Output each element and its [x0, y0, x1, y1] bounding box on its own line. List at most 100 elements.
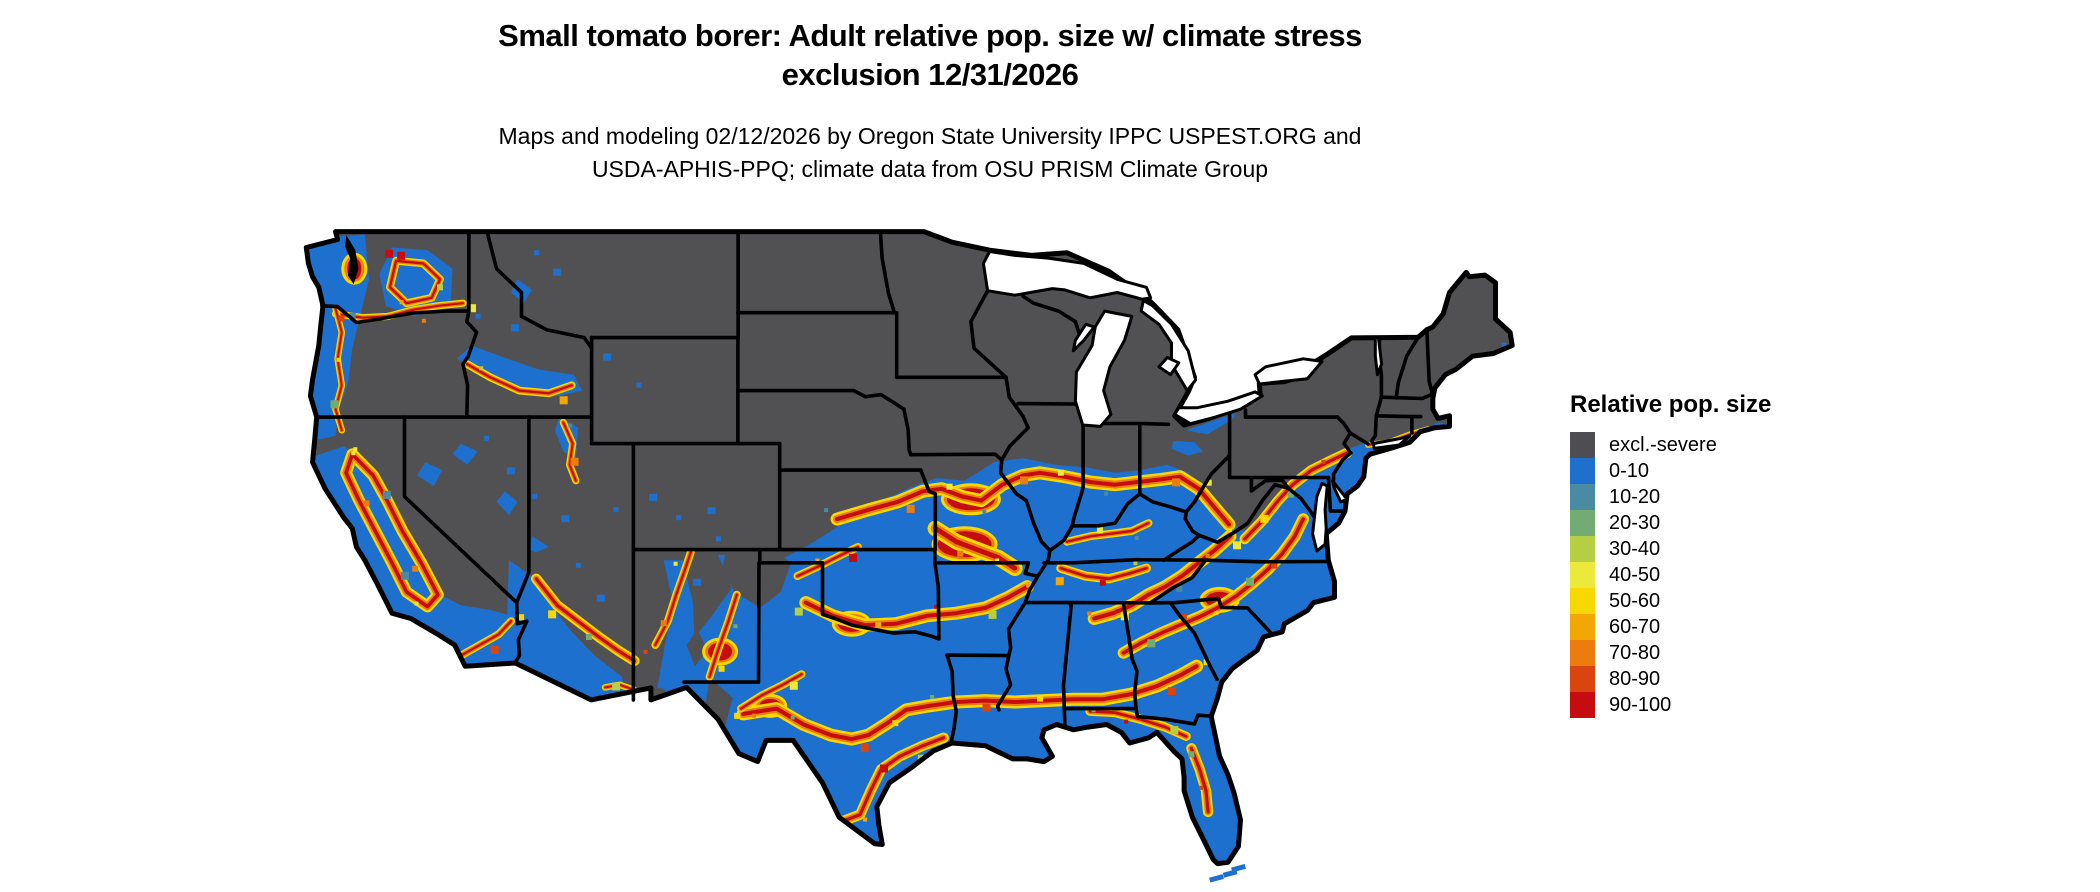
map-speckle — [982, 703, 991, 712]
state-border — [1096, 421, 1171, 427]
map-speckle — [1133, 561, 1138, 566]
map-speckle-blue — [603, 353, 611, 361]
state-border — [933, 547, 941, 641]
map-speckle — [585, 634, 592, 640]
legend-items: excl.-severe 0-10 10-20 20-30 30-40 40-50 50-6… — [1570, 432, 1870, 718]
state-border — [945, 653, 1009, 658]
map-speckle — [995, 558, 1000, 563]
map-speckle — [1167, 687, 1176, 696]
map-speckle — [982, 509, 987, 514]
state-border — [1048, 453, 1232, 553]
legend-label: 40-50 — [1609, 564, 1661, 586]
legend-item: 90-100 — [1570, 692, 1870, 718]
map-region-suitable — [452, 443, 478, 465]
legend-label: 90-100 — [1609, 694, 1672, 716]
legend-label: 10-20 — [1609, 486, 1661, 508]
map-speckle-blue — [613, 507, 619, 513]
map-region-excluded-patch — [686, 629, 708, 667]
legend-swatch-10-20 — [1570, 484, 1595, 510]
state-border — [969, 288, 1008, 380]
legend-swatch-0-10 — [1570, 458, 1595, 484]
legend-swatch-excl-severe — [1570, 432, 1595, 458]
map-region-suitable — [496, 491, 518, 516]
map-speckle — [957, 550, 964, 557]
map-speckle-blue — [707, 507, 716, 515]
map-speckle — [1287, 491, 1294, 498]
map-subtitle: Maps and modeling 02/12/2026 by Oregon S… — [30, 120, 1830, 186]
map-speckle — [1055, 577, 1064, 586]
map-speckle — [336, 357, 341, 362]
state-border — [1070, 421, 1085, 528]
map-speckle — [643, 649, 648, 654]
map-band-red — [739, 673, 803, 710]
legend-item: 20-30 — [1570, 510, 1870, 536]
map-speckle-blue — [676, 515, 682, 521]
map-band-red — [562, 421, 577, 482]
map-speckle — [880, 764, 888, 773]
map-speckle — [1205, 479, 1212, 486]
map-band-red — [803, 584, 1030, 628]
florida-keys — [1209, 874, 1224, 883]
legend-label: 0-10 — [1609, 460, 1650, 482]
map-speckle — [1147, 639, 1156, 648]
state-border — [1374, 414, 1423, 419]
legend-swatch-50-60 — [1570, 588, 1595, 614]
state-border — [461, 229, 479, 419]
map-speckle-blue — [715, 536, 721, 542]
map-band-red — [741, 664, 1199, 742]
map-speckle — [1170, 726, 1179, 735]
legend-item: 40-50 — [1570, 562, 1870, 588]
legend: Relative pop. size excl.-severe 0-10 10-20… — [1570, 391, 1870, 718]
state-border — [1425, 327, 1435, 396]
state-border — [1348, 431, 1370, 446]
map-speckle-blue — [511, 324, 520, 332]
map-speckle — [752, 713, 756, 718]
state-border — [1326, 475, 1346, 513]
map-band-red — [835, 470, 1231, 527]
map-speckle — [1199, 785, 1203, 790]
legend-item: 10-20 — [1570, 484, 1870, 510]
lake-ontario — [1253, 357, 1324, 386]
map-speckle — [349, 312, 356, 319]
map-speckle — [570, 457, 579, 466]
map-band-red — [534, 577, 636, 663]
map-speckle — [1099, 579, 1106, 586]
map-speckle-blue — [1501, 342, 1507, 348]
legend-label: 70-80 — [1609, 642, 1661, 664]
map-speckle-blue — [692, 578, 701, 586]
map-speckle — [863, 817, 868, 822]
state-border — [933, 561, 1040, 578]
legend-swatch-80-90 — [1570, 666, 1595, 692]
map-speckle — [1172, 478, 1181, 487]
legend-swatch-20-30 — [1570, 510, 1595, 536]
map-band-red — [334, 307, 343, 432]
map-speckle — [1205, 553, 1210, 558]
map-subtitle-line2: USDA-APHIS-PPQ; climate data from OSU PR… — [591, 156, 1269, 182]
state-border — [1042, 557, 1329, 565]
map-speckle — [1134, 536, 1139, 540]
map-speckle — [892, 720, 899, 727]
legend-swatch-70-80 — [1570, 640, 1595, 666]
state-border — [1243, 408, 1340, 419]
map-speckle — [412, 565, 419, 572]
lake-superior — [981, 250, 1153, 301]
map-speckle — [1037, 695, 1043, 702]
map-speckle-blue — [561, 515, 570, 523]
legend-item: 60-70 — [1570, 614, 1870, 640]
map-region-suitable — [528, 536, 549, 553]
map-speckle — [794, 607, 803, 616]
state-border — [1061, 600, 1073, 728]
map-speckle — [1057, 469, 1064, 476]
map-band-red — [1121, 517, 1305, 655]
map-speckle — [673, 561, 678, 566]
map-speckle — [397, 251, 406, 260]
legend-label: 30-40 — [1609, 538, 1661, 560]
state-border — [1168, 601, 1219, 682]
legend-label: 20-30 — [1609, 512, 1661, 534]
map-speckle — [1087, 611, 1092, 616]
state-border — [909, 452, 1004, 462]
map-title-line2: exclusion 12/31/2026 — [781, 57, 1079, 92]
saginaw-bay — [1157, 356, 1181, 377]
lake-michigan — [1073, 309, 1134, 428]
lake-huron — [1139, 299, 1198, 393]
